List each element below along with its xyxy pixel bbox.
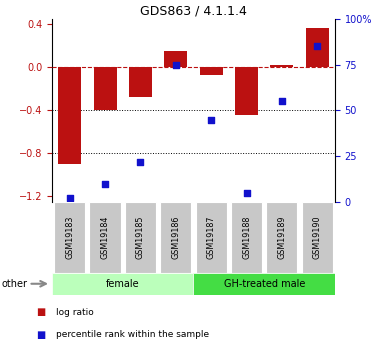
Bar xyxy=(200,67,223,75)
Point xyxy=(208,117,214,122)
Text: ■: ■ xyxy=(37,330,46,339)
Text: GSM19186: GSM19186 xyxy=(171,216,180,259)
Bar xyxy=(129,67,152,98)
Text: ■: ■ xyxy=(37,307,46,317)
Point xyxy=(279,99,285,104)
Bar xyxy=(94,67,117,110)
Text: GH-treated male: GH-treated male xyxy=(224,279,305,289)
Bar xyxy=(196,202,227,273)
Point xyxy=(314,43,320,49)
Text: log ratio: log ratio xyxy=(56,308,94,317)
Point xyxy=(243,190,249,195)
Bar xyxy=(58,67,81,164)
Text: female: female xyxy=(106,279,139,289)
Point xyxy=(173,62,179,68)
Bar xyxy=(231,202,262,273)
Bar xyxy=(266,202,298,273)
Bar xyxy=(164,51,187,67)
Bar xyxy=(270,65,293,67)
Text: GSM19187: GSM19187 xyxy=(207,215,216,259)
Text: GSM19188: GSM19188 xyxy=(242,216,251,259)
Bar xyxy=(306,28,329,67)
Text: GSM19183: GSM19183 xyxy=(65,216,74,259)
Bar xyxy=(160,202,191,273)
Text: GSM19184: GSM19184 xyxy=(100,216,110,259)
Bar xyxy=(54,202,85,273)
Text: percentile rank within the sample: percentile rank within the sample xyxy=(56,330,209,339)
Bar xyxy=(193,273,335,295)
Text: other: other xyxy=(2,279,28,289)
Bar xyxy=(89,202,121,273)
Text: GSM19190: GSM19190 xyxy=(313,215,322,259)
Point xyxy=(137,159,144,164)
Bar xyxy=(52,273,193,295)
Bar xyxy=(302,202,333,273)
Text: GSM19185: GSM19185 xyxy=(136,215,145,259)
Text: GSM19189: GSM19189 xyxy=(277,215,286,259)
Bar xyxy=(125,202,156,273)
Point xyxy=(102,181,108,186)
Bar xyxy=(235,67,258,115)
Point xyxy=(67,195,73,201)
Title: GDS863 / 4.1.1.4: GDS863 / 4.1.1.4 xyxy=(140,5,247,18)
